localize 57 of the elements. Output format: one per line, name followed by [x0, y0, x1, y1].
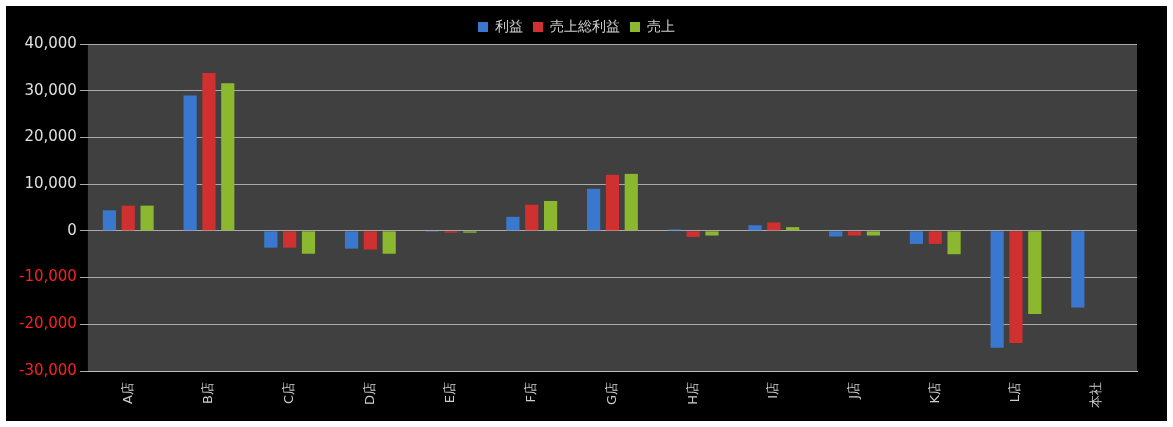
- bar: [786, 227, 800, 231]
- bar: [624, 173, 638, 231]
- bar: [909, 231, 924, 244]
- bar: [525, 204, 539, 231]
- bar: [1009, 231, 1023, 343]
- bar: [543, 200, 558, 231]
- y-tick-label: 30,000: [24, 80, 77, 99]
- x-tick-label: H店: [684, 382, 700, 405]
- bar: [686, 231, 700, 237]
- x-tick-label: E店: [442, 382, 458, 404]
- bar: [928, 231, 942, 244]
- bar: [102, 210, 117, 231]
- x-tick-label: A店: [119, 382, 135, 404]
- bar: [183, 95, 197, 231]
- bar: [283, 231, 297, 248]
- x-tick-label: 本社: [1088, 382, 1104, 408]
- bar: [990, 231, 1004, 348]
- x-tick-label: D店: [361, 382, 377, 406]
- y-tick-label: 10,000: [24, 174, 77, 193]
- bar: [264, 231, 278, 248]
- bar: [140, 205, 154, 231]
- bar: [301, 231, 316, 254]
- x-tick-label: J店: [845, 382, 861, 400]
- y-tick-label: 20,000: [24, 127, 77, 146]
- bar: [587, 188, 601, 231]
- x-tick-label: C店: [281, 382, 297, 405]
- bar: [221, 83, 235, 231]
- y-tick-label: -10,000: [18, 267, 77, 286]
- bar: [767, 222, 781, 231]
- legend-label: 売上: [647, 17, 675, 34]
- x-tick-label: B店: [200, 382, 216, 404]
- bar: [705, 231, 719, 236]
- x-tick-label: G店: [603, 382, 619, 406]
- y-tick-label: -30,000: [18, 360, 77, 379]
- y-tick-label: 0: [67, 220, 77, 239]
- bar: [1028, 231, 1042, 315]
- x-tick-label: F店: [523, 382, 539, 403]
- y-tick-label: -20,000: [18, 314, 77, 333]
- bar: [748, 225, 762, 231]
- bar: [506, 216, 520, 231]
- bar: [866, 231, 880, 236]
- legend-label: 利益: [495, 17, 523, 34]
- legend-label: 売上総利益: [550, 17, 620, 34]
- bar: [344, 231, 359, 249]
- bar: [605, 174, 620, 231]
- bar: [363, 231, 377, 250]
- x-tick-label: I店: [765, 382, 781, 399]
- y-tick-label: 40,000: [24, 33, 77, 52]
- bar: [202, 72, 216, 231]
- bar: [947, 231, 961, 255]
- x-tick-label: L店: [1007, 382, 1023, 403]
- bar: [382, 231, 396, 254]
- bar: [121, 205, 135, 231]
- bar: [847, 231, 862, 236]
- x-tick-label: K店: [926, 382, 942, 404]
- bar: [829, 231, 843, 237]
- bar: [1071, 231, 1085, 308]
